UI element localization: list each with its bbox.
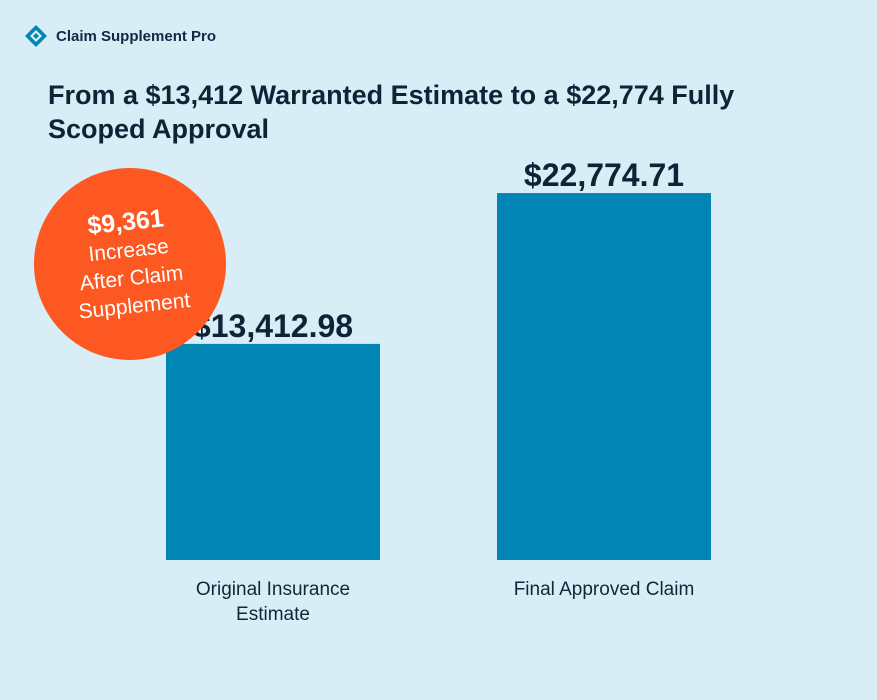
bar-1 [166, 343, 380, 560]
category-label-1-1: Original Insurance [196, 579, 350, 600]
brand: Claim Supplement Pro [24, 24, 216, 48]
brand-name: Claim Supplement Pro [56, 27, 217, 45]
page-title: From a $13,412 Warranted Estimate to a $… [48, 80, 735, 144]
bar-2 [497, 193, 711, 561]
increase-badge: $9,361 Increase After Claim Supplement [34, 168, 226, 360]
category-label-1-2: Estimate [236, 604, 310, 625]
category-label-2-1: Final Approved Claim [514, 579, 695, 600]
value-label-1: $13,412.98 [193, 308, 353, 344]
diamond-logo-icon [24, 24, 48, 48]
value-label-2: $22,774.71 [524, 157, 684, 193]
